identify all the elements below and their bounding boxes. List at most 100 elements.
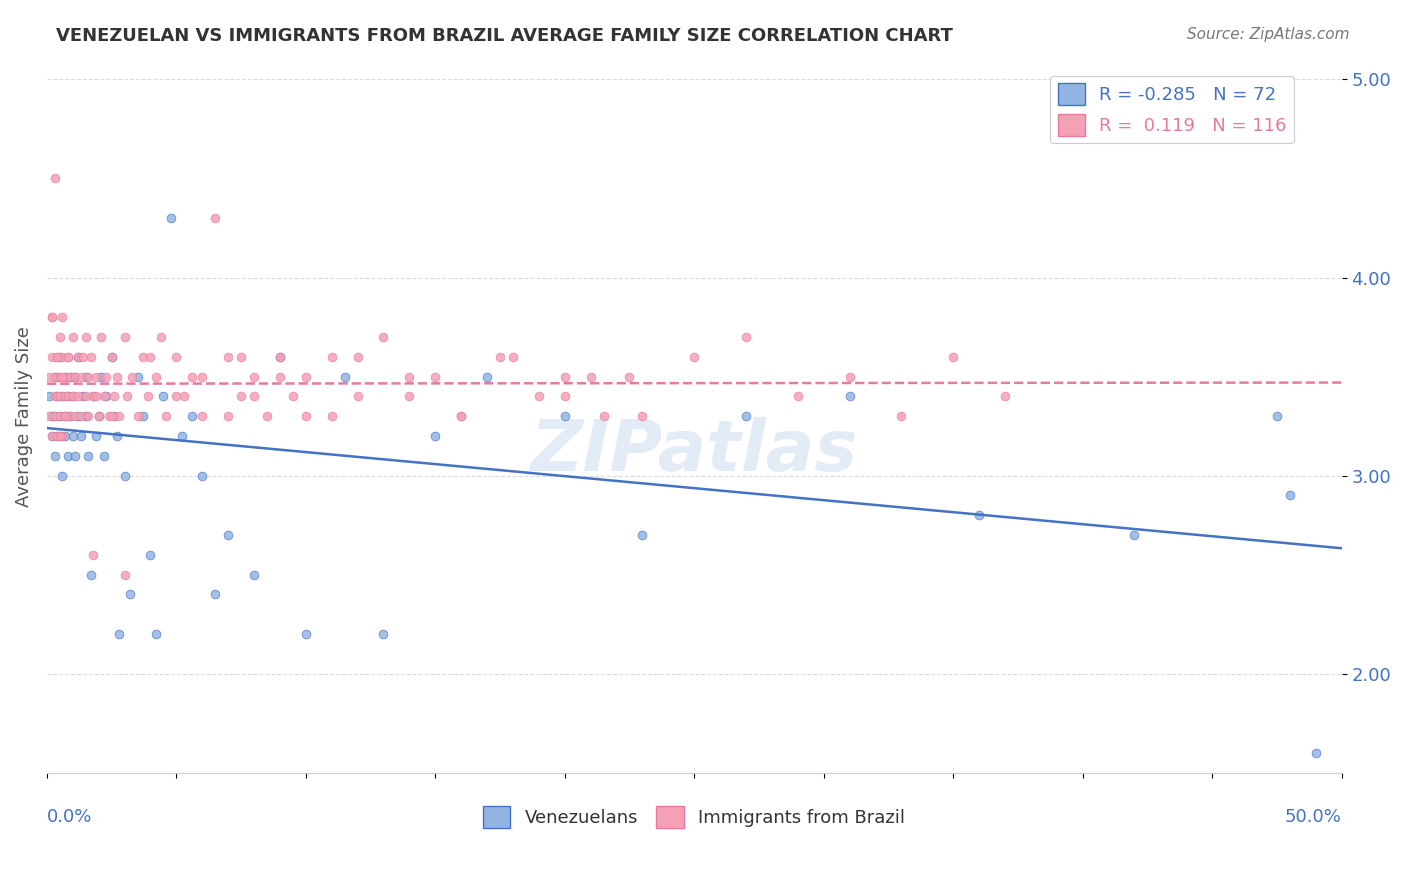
Point bbox=[321, 350, 343, 364]
Point bbox=[49, 369, 72, 384]
Point bbox=[295, 369, 318, 384]
Point bbox=[49, 429, 72, 443]
Point bbox=[786, 389, 808, 403]
Point bbox=[425, 369, 447, 384]
Point bbox=[450, 409, 472, 424]
Point bbox=[1278, 488, 1301, 502]
Point bbox=[114, 330, 136, 344]
Point bbox=[41, 350, 63, 364]
Point bbox=[127, 409, 149, 424]
Point bbox=[346, 389, 368, 403]
Point bbox=[838, 389, 860, 403]
Point bbox=[65, 369, 87, 384]
Point bbox=[425, 429, 447, 443]
Point bbox=[243, 567, 266, 582]
Point bbox=[77, 449, 100, 463]
Point bbox=[46, 350, 69, 364]
Point bbox=[217, 409, 239, 424]
Text: 0.0%: 0.0% bbox=[46, 808, 93, 826]
Point bbox=[77, 409, 100, 424]
Point bbox=[44, 409, 66, 424]
Point bbox=[173, 389, 195, 403]
Point bbox=[114, 468, 136, 483]
Point bbox=[65, 449, 87, 463]
Point bbox=[100, 350, 122, 364]
Point bbox=[49, 350, 72, 364]
Point bbox=[942, 350, 965, 364]
Point bbox=[100, 350, 122, 364]
Point bbox=[80, 350, 103, 364]
Point bbox=[118, 587, 141, 601]
Point bbox=[1305, 746, 1327, 760]
Point bbox=[398, 389, 420, 403]
Point bbox=[90, 369, 112, 384]
Point bbox=[295, 409, 318, 424]
Point bbox=[66, 409, 89, 424]
Point bbox=[115, 389, 138, 403]
Point bbox=[41, 409, 63, 424]
Point bbox=[256, 409, 278, 424]
Point bbox=[56, 389, 79, 403]
Point bbox=[631, 409, 654, 424]
Point bbox=[87, 409, 110, 424]
Point bbox=[66, 389, 89, 403]
Point bbox=[96, 369, 118, 384]
Point bbox=[65, 369, 87, 384]
Point bbox=[631, 528, 654, 542]
Point bbox=[51, 429, 73, 443]
Point bbox=[204, 211, 226, 225]
Point bbox=[69, 429, 91, 443]
Point bbox=[62, 429, 84, 443]
Point bbox=[131, 409, 153, 424]
Point bbox=[373, 627, 395, 641]
Point bbox=[269, 350, 291, 364]
Point bbox=[191, 409, 214, 424]
Point bbox=[994, 389, 1017, 403]
Point bbox=[82, 389, 104, 403]
Point bbox=[84, 369, 107, 384]
Point bbox=[77, 369, 100, 384]
Point bbox=[44, 171, 66, 186]
Point bbox=[46, 369, 69, 384]
Point bbox=[56, 350, 79, 364]
Point bbox=[149, 330, 172, 344]
Text: VENEZUELAN VS IMMIGRANTS FROM BRAZIL AVERAGE FAMILY SIZE CORRELATION CHART: VENEZUELAN VS IMMIGRANTS FROM BRAZIL AVE… bbox=[56, 27, 953, 45]
Point bbox=[127, 369, 149, 384]
Point bbox=[66, 350, 89, 364]
Point bbox=[53, 389, 76, 403]
Text: 50.0%: 50.0% bbox=[1285, 808, 1341, 826]
Point bbox=[56, 389, 79, 403]
Point bbox=[53, 369, 76, 384]
Point bbox=[51, 369, 73, 384]
Point bbox=[139, 350, 162, 364]
Point bbox=[145, 627, 167, 641]
Point bbox=[41, 429, 63, 443]
Point bbox=[450, 409, 472, 424]
Point bbox=[41, 310, 63, 325]
Point bbox=[62, 330, 84, 344]
Point bbox=[295, 627, 318, 641]
Point bbox=[49, 409, 72, 424]
Point bbox=[890, 409, 912, 424]
Point bbox=[75, 369, 97, 384]
Point bbox=[108, 409, 131, 424]
Point bbox=[346, 350, 368, 364]
Point bbox=[46, 389, 69, 403]
Point bbox=[59, 409, 82, 424]
Point bbox=[72, 350, 94, 364]
Point bbox=[38, 369, 60, 384]
Point bbox=[398, 369, 420, 384]
Point bbox=[103, 409, 125, 424]
Point bbox=[59, 369, 82, 384]
Point bbox=[554, 369, 576, 384]
Point bbox=[592, 409, 614, 424]
Point bbox=[103, 389, 125, 403]
Point bbox=[46, 429, 69, 443]
Point bbox=[967, 508, 990, 523]
Point bbox=[53, 369, 76, 384]
Point bbox=[46, 429, 69, 443]
Point bbox=[80, 567, 103, 582]
Point bbox=[53, 409, 76, 424]
Point bbox=[44, 369, 66, 384]
Point bbox=[59, 409, 82, 424]
